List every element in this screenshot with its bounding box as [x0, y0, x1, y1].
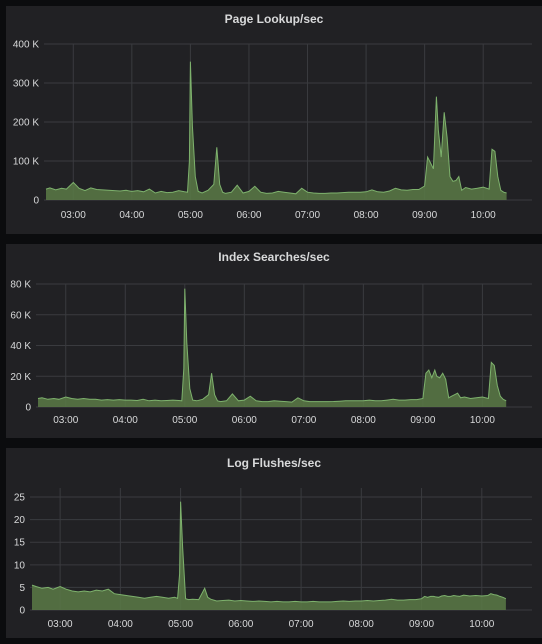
y-tick-label: 60 K — [10, 310, 31, 321]
x-tick-label: 03:00 — [48, 619, 73, 630]
y-tick-label: 40 K — [10, 341, 31, 352]
chart-log-flushes: 0 5 10 15 20 25 03:00 04:00 05:00 06:00 07:00 08:00… — [14, 488, 532, 630]
x-tick-label: 09:00 — [410, 415, 435, 426]
series-area — [32, 501, 506, 610]
y-tick-label: 10 — [14, 560, 26, 571]
x-tick-label: 10:00 — [471, 210, 496, 221]
x-tick-label: 04:00 — [119, 210, 144, 221]
series-area — [46, 61, 507, 200]
y-tick-label: 0 — [25, 403, 31, 414]
y-tick-label: 100 K — [13, 157, 39, 168]
panel-title: Index Searches/sec — [218, 250, 330, 264]
y-tick-label: 20 — [14, 515, 26, 526]
series-line — [45, 61, 507, 195]
y-tick-label: 80 K — [10, 280, 31, 291]
x-tick-label: 03:00 — [61, 210, 86, 221]
x-tick-label: 09:00 — [409, 619, 434, 630]
y-tick-label: 400 K — [13, 40, 39, 51]
panel-log-flushes: Log Flushes/sec 0 5 10 15 20 25 03:00 04:00 05:0… — [6, 448, 542, 638]
x-tick-label: 07:00 — [295, 210, 320, 221]
x-tick-label: 08:00 — [349, 619, 374, 630]
x-tick-label: 04:00 — [108, 619, 133, 630]
x-tick-label: 06:00 — [228, 619, 253, 630]
x-tick-label: 05:00 — [178, 210, 203, 221]
x-tick-label: 05:00 — [172, 415, 197, 426]
series-line — [31, 501, 507, 603]
chart-page-lookup: 0 100 K 200 K 300 K 400 K 03:00 04:00 05:00 06:0… — [13, 40, 532, 221]
x-tick-label: 06:00 — [236, 210, 261, 221]
x-tick-label: 09:00 — [412, 210, 437, 221]
chart-index-searches: 0 20 K 40 K 60 K 80 K 03:00 04:00 05:00 06:00 07:… — [10, 280, 532, 426]
panel-title: Log Flushes/sec — [226, 456, 322, 470]
y-tick-label: 300 K — [13, 79, 39, 90]
y-tick-label: 0 — [33, 196, 39, 207]
x-tick-label: 05:00 — [168, 619, 193, 630]
series-line — [37, 288, 507, 403]
series-area — [38, 288, 507, 407]
x-tick-label: 10:00 — [469, 619, 494, 630]
x-tick-label: 06:00 — [232, 415, 257, 426]
y-tick-label: 25 — [14, 493, 26, 504]
panel-page-lookup: Page Lookup/sec 0 100 K 200 K 300 K 400 K 03:… — [6, 6, 542, 234]
y-tick-label: 5 — [19, 583, 25, 594]
x-tick-label: 08:00 — [354, 210, 379, 221]
x-tick-label: 07:00 — [291, 415, 316, 426]
x-tick-label: 10:00 — [470, 415, 495, 426]
x-tick-label: 04:00 — [113, 415, 138, 426]
panel-title: Page Lookup/sec — [224, 12, 324, 26]
x-tick-label: 08:00 — [351, 415, 376, 426]
x-tick-label: 07:00 — [289, 619, 314, 630]
x-tick-label: 03:00 — [53, 415, 78, 426]
y-tick-label: 200 K — [13, 118, 39, 129]
y-tick-label: 0 — [19, 606, 25, 617]
panel-index-searches: Index Searches/sec 0 20 K 40 K 60 K 80 K 03:0… — [6, 244, 542, 438]
y-tick-label: 20 K — [10, 372, 31, 383]
y-tick-label: 15 — [14, 538, 26, 549]
